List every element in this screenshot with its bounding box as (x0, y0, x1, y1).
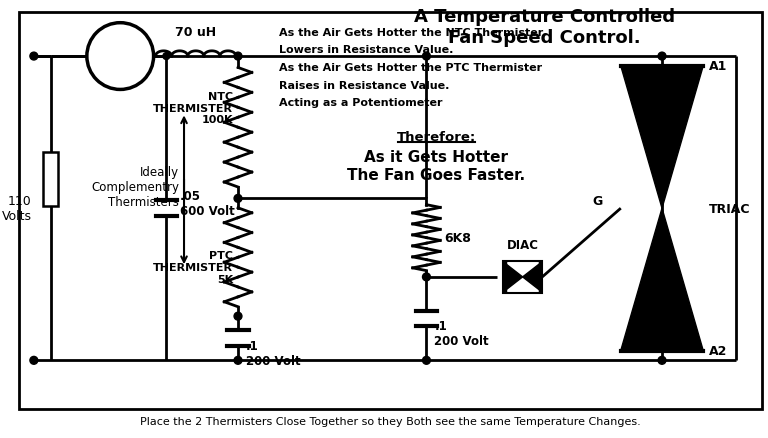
Text: Lowers in Resistance Value.: Lowers in Resistance Value. (280, 45, 454, 55)
Text: Place the 2 Thermisters Close Together so they Both see the same Temperature Cha: Place the 2 Thermisters Close Together s… (140, 416, 641, 426)
Text: A1: A1 (709, 60, 727, 73)
Text: Therefore:: Therefore: (396, 131, 476, 143)
Circle shape (234, 195, 242, 203)
Circle shape (422, 273, 430, 281)
Text: Ideally
Complementry
Thermisters: Ideally Complementry Thermisters (91, 165, 179, 208)
Text: .05
600 Volt: .05 600 Volt (180, 190, 235, 218)
Text: As it Gets Hotter
The Fan Goes Faster.: As it Gets Hotter The Fan Goes Faster. (347, 150, 525, 182)
Polygon shape (621, 209, 703, 351)
Circle shape (658, 53, 666, 61)
Text: .1
200 Volt: .1 200 Volt (246, 339, 300, 367)
Bar (43, 152, 58, 206)
Circle shape (163, 53, 170, 60)
Circle shape (87, 24, 154, 90)
Text: FAN
MOTOR: FAN MOTOR (98, 46, 143, 68)
Text: 110
Volts: 110 Volts (2, 195, 32, 223)
Bar (503, 261, 542, 293)
Circle shape (422, 357, 430, 364)
Polygon shape (523, 264, 541, 291)
Text: 6K8: 6K8 (444, 232, 471, 244)
Text: Acting as a Potentiometer: Acting as a Potentiometer (280, 98, 442, 108)
Circle shape (422, 53, 430, 61)
Text: DIAC: DIAC (507, 239, 538, 252)
Text: As the Air Gets Hotter the NTC Thermister: As the Air Gets Hotter the NTC Thermiste… (280, 28, 544, 38)
Circle shape (234, 357, 242, 364)
Text: As the Air Gets Hotter the PTC Thermister: As the Air Gets Hotter the PTC Thermiste… (280, 63, 542, 73)
Text: A2: A2 (709, 344, 727, 357)
Polygon shape (505, 264, 523, 291)
Text: FUSE: FUSE (45, 164, 55, 194)
Text: .1
200 Volt: .1 200 Volt (434, 320, 489, 347)
Text: NTC
THERMISTER
100K: NTC THERMISTER 100K (153, 92, 233, 125)
Text: 70 uH: 70 uH (175, 26, 217, 39)
Polygon shape (621, 67, 703, 209)
Text: G: G (593, 194, 603, 207)
Text: TRIAC: TRIAC (709, 202, 750, 215)
Circle shape (234, 313, 242, 320)
Text: Raises in Resistance Value.: Raises in Resistance Value. (280, 81, 449, 90)
Circle shape (658, 357, 666, 364)
Circle shape (30, 357, 38, 364)
Text: A Temperature Controlled
Fan Speed Control.: A Temperature Controlled Fan Speed Contr… (414, 8, 675, 47)
Circle shape (30, 53, 38, 61)
Text: PTC
THERMISTER
5K: PTC THERMISTER 5K (153, 251, 233, 284)
Circle shape (234, 53, 242, 61)
